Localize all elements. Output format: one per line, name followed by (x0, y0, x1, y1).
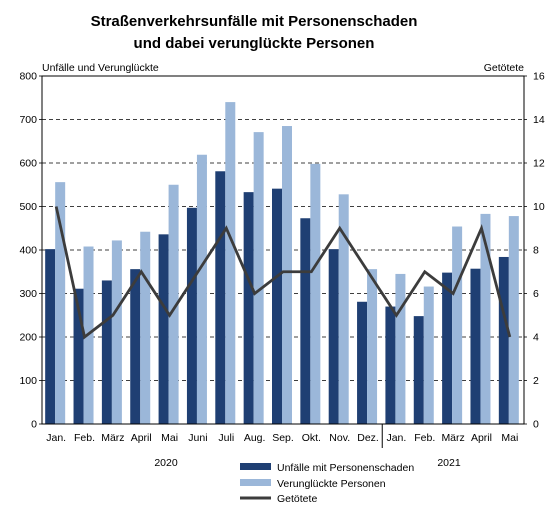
bar-accidents (498, 256, 509, 424)
bar-accidents (413, 316, 424, 424)
x-tick-label: Feb. (414, 432, 435, 444)
bar-accidents (442, 272, 453, 424)
legend-swatch-casualties (240, 479, 271, 486)
bar-casualties (168, 184, 179, 424)
bar-accidents (101, 280, 112, 424)
x-tick-label: April (131, 432, 152, 444)
x-tick-label: Juli (218, 432, 234, 444)
x-tick-label: März (441, 432, 464, 444)
bar-casualties (282, 126, 292, 425)
y-left-tick-label: 800 (19, 71, 37, 83)
right-axis-label: Getötete (484, 62, 524, 74)
bar-casualties (423, 286, 434, 424)
y-left-tick-label: 400 (19, 245, 37, 257)
x-tick-label: März (101, 432, 124, 444)
bar-casualties (508, 216, 519, 424)
legend-label-deaths: Getötete (277, 493, 317, 505)
y-right-tick-label: 12 (533, 158, 545, 170)
chart-title-line2: und dabei verunglückte Personen (134, 35, 375, 52)
y-right-tick-label: 16 (533, 71, 545, 83)
y-right-tick-label: 10 (533, 201, 545, 213)
bar-casualties (55, 182, 66, 424)
y-left-tick-label: 0 (31, 419, 37, 431)
bar-accidents (45, 249, 56, 424)
bar-accidents (186, 207, 197, 424)
year-label-2021: 2021 (437, 457, 461, 469)
y-right-tick-label: 14 (533, 114, 545, 126)
bar-casualties (367, 269, 378, 424)
bar-accidents (385, 306, 396, 424)
bar-accidents (357, 301, 368, 424)
y-right-tick-label: 6 (533, 288, 539, 300)
bar-accidents (300, 218, 311, 424)
axes (39, 75, 527, 448)
bar-accidents (272, 188, 282, 424)
bar-casualties (196, 154, 207, 425)
x-tick-label: Jan. (46, 432, 66, 444)
plot-frame (41, 75, 525, 425)
bar-accidents (130, 269, 141, 424)
x-tick-label: Dez. (357, 432, 379, 444)
x-tick-label: Nov. (329, 432, 350, 444)
deaths-polyline (54, 206, 512, 340)
y-left-tick-label: 600 (19, 158, 37, 170)
bar-casualties (395, 273, 406, 424)
x-tick-label: Aug. (244, 432, 266, 444)
tick-labels: 0 100 200 300 400 500 600 700 800 0 2 4 6 8 10 12 14 16 Ja… (19, 71, 544, 445)
bar-accidents (243, 192, 254, 424)
bar-accidents (470, 268, 481, 424)
bar-casualties (253, 132, 264, 425)
y-right-tick-label: 2 (533, 375, 539, 387)
x-tick-label: Juni (188, 432, 207, 444)
legend-swatch-accidents (240, 463, 271, 470)
legend-label-casualties: Verunglückte Personen (277, 478, 386, 490)
bar-accidents (328, 249, 339, 424)
y-left-tick-label: 500 (19, 201, 37, 213)
bar-accidents (158, 234, 169, 424)
legend: Unfälle mit Personenschaden Verunglückte… (240, 462, 414, 505)
y-right-tick-label: 8 (533, 245, 539, 257)
bar-casualties (310, 163, 321, 424)
bar-casualties (452, 226, 463, 424)
bar-casualties (480, 213, 491, 424)
x-tick-label: Mai (501, 432, 518, 444)
bar-casualties (140, 231, 151, 424)
x-tick-label: Mai (161, 432, 178, 444)
x-tick-label: Okt. (302, 432, 321, 444)
deaths-line (54, 206, 512, 340)
legend-label-accidents: Unfälle mit Personenschaden (277, 462, 414, 474)
bar-accidents (215, 171, 226, 424)
y-right-tick-label: 4 (533, 332, 539, 344)
left-axis-label: Unfälle und Verunglückte (42, 62, 159, 74)
x-tick-label: Feb. (74, 432, 95, 444)
bar-accidents (73, 288, 84, 424)
year-label-2020: 2020 (154, 457, 178, 469)
x-tick-label: April (471, 432, 492, 444)
y-left-tick-label: 700 (19, 114, 37, 126)
bar-casualties (225, 102, 236, 424)
y-left-tick-label: 100 (19, 375, 37, 387)
x-tick-label: Jan. (386, 432, 406, 444)
bars (45, 102, 519, 425)
x-tick-label: Sep. (272, 432, 294, 444)
bar-casualties (338, 194, 349, 424)
y-left-tick-label: 300 (19, 288, 37, 300)
chart-title-line1: Straßenverkehrsunfälle mit Personenschad… (91, 13, 418, 30)
bar-casualties (111, 240, 122, 424)
y-left-tick-label: 200 (19, 332, 37, 344)
y-right-tick-label: 0 (533, 419, 539, 431)
